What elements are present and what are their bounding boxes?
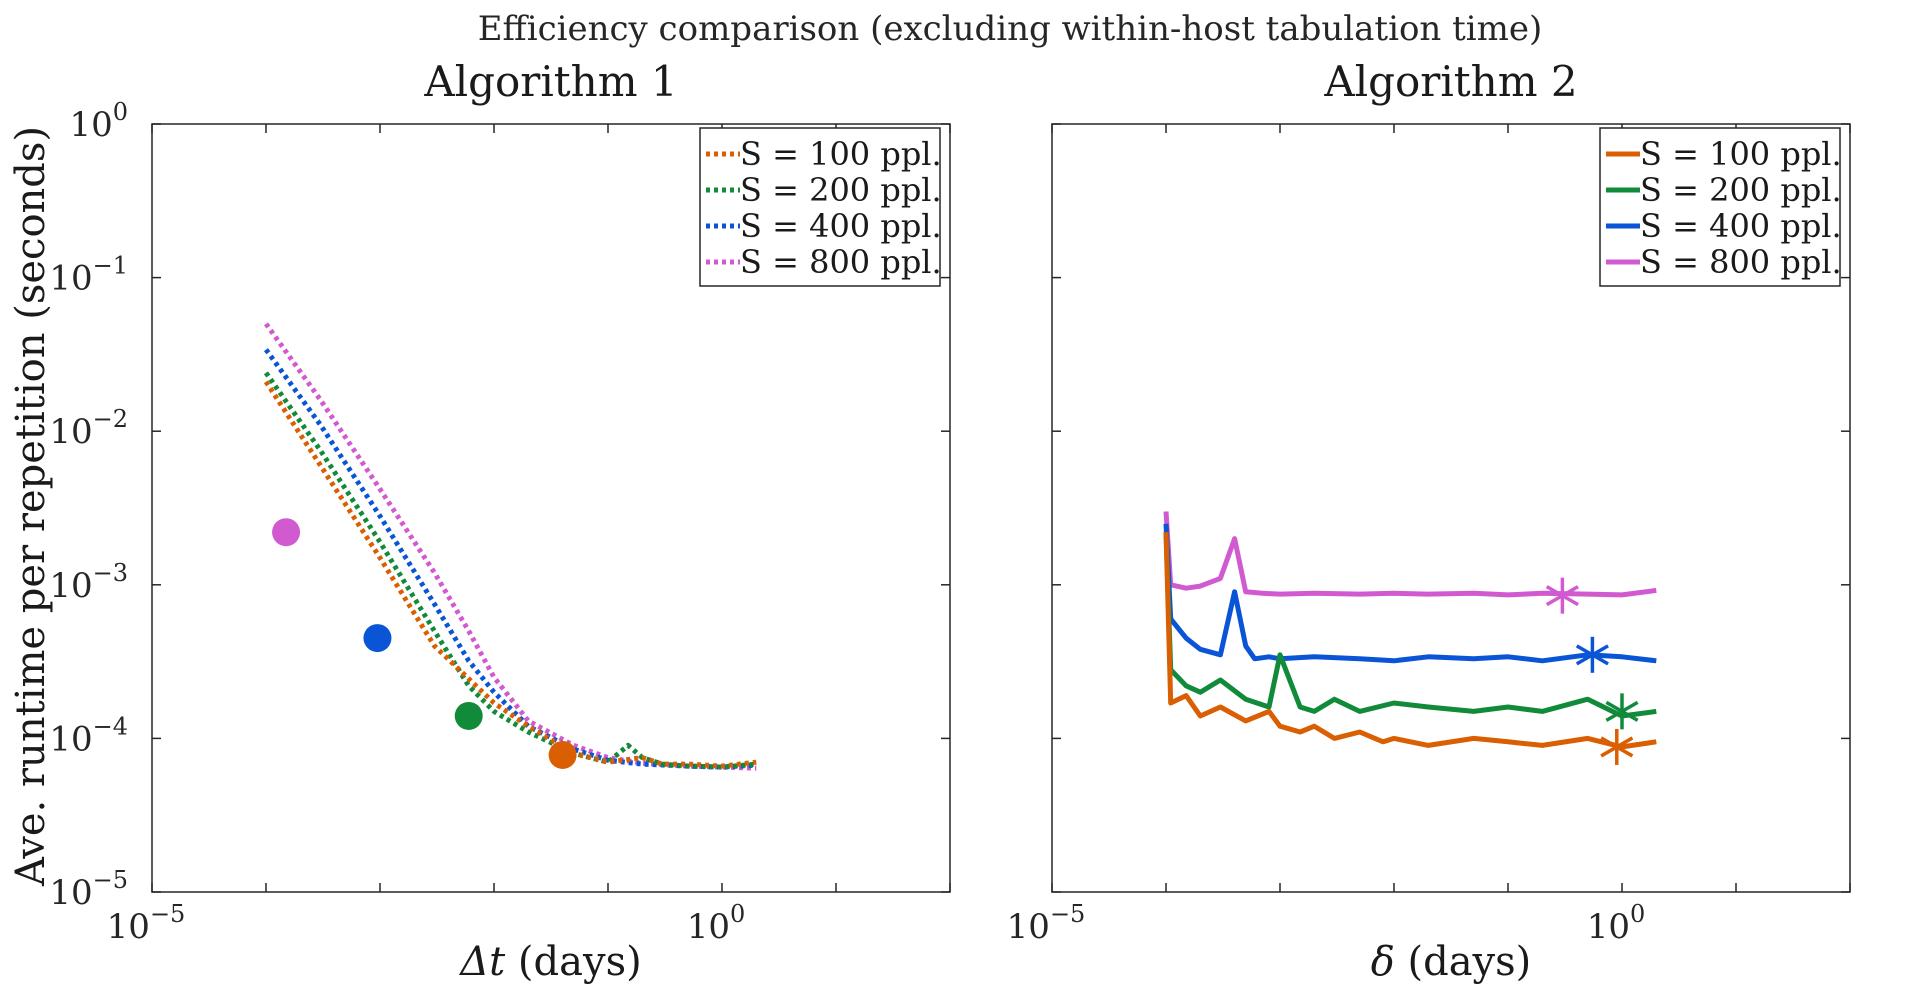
y-tick-label: 10−1	[49, 252, 128, 299]
x-tick-label: 100	[687, 900, 746, 947]
figure-title: Efficiency comparison (excluding within-…	[478, 9, 1543, 49]
legend-entry: S = 200 ppl.	[740, 171, 942, 209]
series-marker	[1600, 728, 1634, 765]
y-tick-label: 100	[69, 98, 128, 145]
legend-entry: S = 400 ppl.	[1640, 207, 1842, 245]
series-marker	[1605, 693, 1639, 730]
x-tick-label: 10−5	[107, 900, 186, 947]
series-marker	[548, 740, 577, 769]
series-marker	[1545, 577, 1579, 614]
legend-entry: S = 100 ppl.	[740, 135, 942, 173]
series-marker	[1575, 636, 1609, 673]
y-axis-label: Ave. runtime per repetition (seconds)	[8, 126, 54, 887]
x-tick-label: 100	[1587, 900, 1646, 947]
series-line	[263, 322, 757, 771]
y-tick-label: 10−3	[49, 559, 128, 606]
series-line	[1163, 532, 1657, 750]
y-tick-label: 10−2	[49, 405, 128, 452]
panel-title: Algorithm 1	[423, 57, 677, 106]
y-tick-label: 10−4	[49, 712, 128, 759]
legend-entry: S = 200 ppl.	[1640, 171, 1842, 209]
algorithm-1-panel: 10−5 100 100 10−1 10−2 10−3 10−4 10−5 Algorithm …	[49, 57, 951, 985]
y-tick-label: 10−5	[49, 866, 128, 913]
x-axis-label: Δt (days)	[458, 939, 641, 985]
legend-entry: S = 400 ppl.	[740, 207, 942, 245]
series-line	[1163, 532, 1657, 719]
series-marker	[272, 518, 301, 547]
legend-entry: S = 800 ppl.	[1640, 243, 1842, 281]
series-marker	[454, 701, 483, 730]
series-line	[1163, 511, 1657, 598]
legend-entry: S = 800 ppl.	[740, 243, 942, 281]
legend: S = 100 ppl.S = 200 ppl.S = 400 ppl.S = …	[699, 127, 942, 287]
series-marker	[363, 624, 392, 653]
series-line	[1163, 523, 1657, 664]
legend-entry: S = 100 ppl.	[1640, 135, 1842, 173]
x-axis-label: δ (days)	[1371, 939, 1532, 985]
x-tick-label: 10−5	[1007, 900, 1086, 947]
legend: S = 100 ppl.S = 200 ppl.S = 400 ppl.S = …	[1599, 127, 1842, 287]
panel-title: Algorithm 2	[1323, 57, 1577, 106]
